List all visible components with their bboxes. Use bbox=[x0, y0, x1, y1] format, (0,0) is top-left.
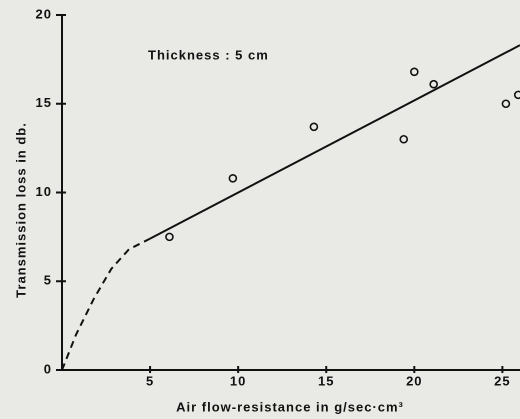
y-tick-label: 20 bbox=[36, 6, 52, 21]
y-tick-label: 15 bbox=[36, 95, 52, 110]
x-tick-label: 25 bbox=[494, 373, 510, 388]
y-tick-label: 10 bbox=[36, 184, 52, 199]
x-axis-label: Air flow-resistance in g/sec·cm³ bbox=[176, 399, 404, 414]
y-tick-label: 5 bbox=[44, 273, 52, 288]
fit-line bbox=[149, 44, 520, 240]
x-tick-label: 20 bbox=[406, 373, 422, 388]
data-point bbox=[309, 122, 319, 132]
x-tick-label: 10 bbox=[230, 373, 246, 388]
x-tick-label: 15 bbox=[318, 373, 334, 388]
data-point bbox=[501, 99, 511, 109]
annotation: Thickness : 5 cm bbox=[148, 47, 269, 62]
data-point bbox=[228, 174, 238, 183]
data-point bbox=[429, 79, 438, 89]
y-tick-label: 0 bbox=[44, 361, 52, 376]
data-point bbox=[410, 67, 419, 77]
data-point bbox=[399, 134, 409, 144]
x-tick-label: 5 bbox=[146, 373, 154, 388]
data-point bbox=[165, 232, 174, 242]
data-point bbox=[513, 90, 520, 100]
y-axis-label: Transmission loss in db. bbox=[13, 122, 28, 298]
